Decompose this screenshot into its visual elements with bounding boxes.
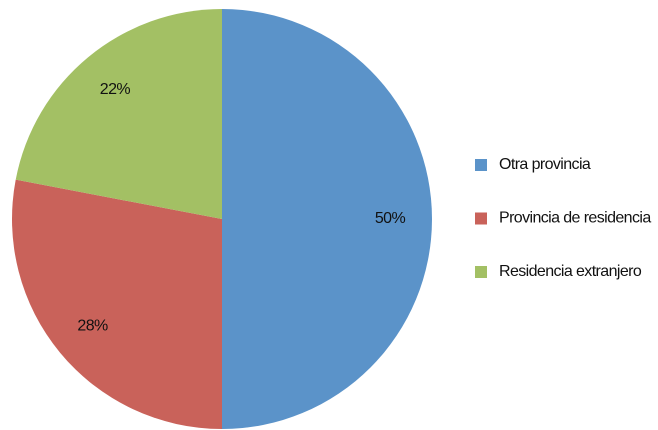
data-label: 50% <box>375 210 406 227</box>
pie-slice <box>11 179 223 429</box>
legend-swatch <box>475 266 487 278</box>
legend-label: Residencia extranjero <box>499 263 642 280</box>
legend-swatch <box>475 159 487 171</box>
data-label: 28% <box>77 317 108 334</box>
legend-label: Otra provincia <box>499 156 591 173</box>
pie-slice <box>222 9 432 429</box>
data-label: 22% <box>100 81 131 98</box>
legend-swatch <box>475 212 487 225</box>
legend-label: Provincia de residencia <box>499 210 651 227</box>
pie-slice <box>15 9 222 219</box>
